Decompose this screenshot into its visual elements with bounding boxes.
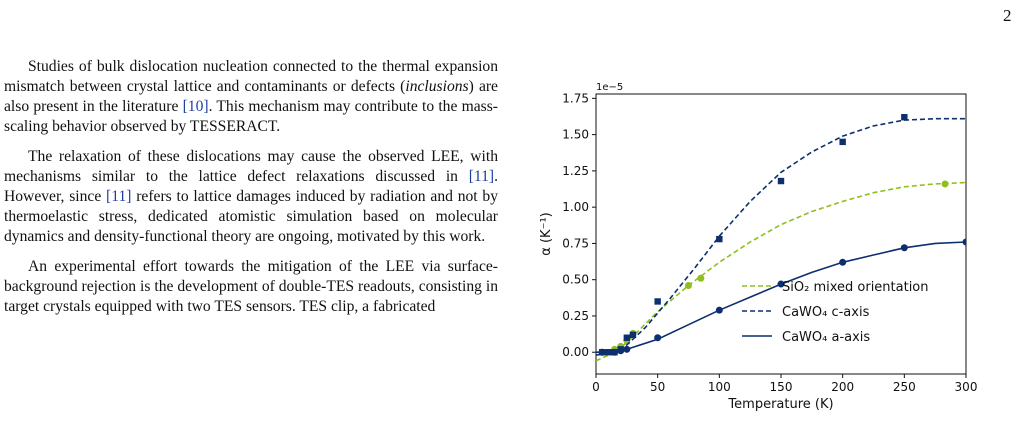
paragraph: An experimental effort towards the mitig… — [4, 257, 498, 317]
legend-label: SiO₂ mixed orientation — [782, 280, 929, 295]
legend-label: CaWO₄ c-axis — [782, 305, 870, 320]
x-tick-label: 100 — [708, 380, 731, 394]
data-point — [777, 280, 785, 288]
text-run: The relaxation of these dislocations may… — [4, 148, 498, 185]
data-point — [697, 274, 705, 282]
series-line — [596, 241, 966, 353]
x-tick-label: 200 — [831, 380, 854, 394]
citation-link[interactable]: [11] — [468, 168, 495, 185]
paragraph: The relaxation of these dislocations may… — [4, 147, 498, 247]
data-point — [598, 348, 606, 356]
data-point — [611, 348, 618, 356]
series-line — [596, 117, 966, 356]
x-axis-label: Temperature (K) — [727, 397, 833, 412]
y-tick-label: 1.75 — [562, 91, 589, 105]
data-point — [629, 331, 637, 339]
text-run: . This mechanism may contribute to the m… — [4, 98, 498, 135]
x-tick-label: 250 — [893, 380, 916, 394]
data-point — [623, 334, 631, 341]
body-text: Studies of bulk dislocation nucleation c… — [4, 57, 498, 327]
x-tick-label: 50 — [650, 380, 665, 394]
data-point — [777, 177, 785, 185]
thermal-expansion-figure: 0 50 100 150 200 250 300 0.00 0.25 0.50 0.75 1.00 1.… — [520, 80, 1020, 420]
data-point — [941, 180, 949, 188]
y-offset-label: 1e−5 — [596, 82, 623, 93]
y-tick-label: 1.25 — [562, 164, 589, 178]
x-tick-label: 300 — [955, 380, 978, 394]
x-tick-label: 150 — [770, 380, 793, 394]
y-tick-label: 0.50 — [562, 273, 589, 287]
data-point — [900, 244, 908, 252]
page-number: 2 — [1003, 6, 1012, 25]
paragraph: Studies of bulk dislocation nucleation c… — [4, 57, 498, 137]
y-tick-label: 1.50 — [562, 128, 589, 142]
data-point — [617, 347, 625, 355]
data-point — [623, 345, 631, 353]
data-point — [901, 114, 908, 121]
data-point — [839, 138, 846, 146]
text-run: ) are also present in the literature — [4, 78, 498, 115]
data-point — [962, 238, 966, 246]
text-run: refers to lattice damages induced by rad… — [4, 188, 498, 245]
x-tick-label: 0 — [592, 380, 600, 394]
emphasis-text: inclusions — [405, 78, 469, 95]
text-run: Studies of bulk dislocation nucleation c… — [4, 58, 498, 95]
data-point — [685, 282, 692, 290]
y-tick-label: 0.25 — [562, 309, 589, 323]
y-tick-label: 0.75 — [562, 236, 589, 250]
data-point — [716, 235, 723, 243]
data-point — [715, 306, 723, 314]
series-2 — [596, 238, 966, 356]
series-1 — [596, 114, 966, 356]
data-point — [839, 258, 847, 266]
y-axis-label: α (K⁻¹) — [539, 212, 554, 255]
series-line — [596, 181, 966, 362]
citation-link[interactable]: [10] — [182, 98, 209, 115]
series-0 — [596, 180, 966, 362]
plot-frame — [595, 93, 967, 375]
text-run: . However, since — [4, 168, 498, 205]
y-tick-label: 1.00 — [562, 200, 589, 214]
data-point — [654, 334, 662, 342]
thermal-expansion-chart: 0 50 100 150 200 250 300 0.00 0.25 0.50 0.75 1.00 1.… — [539, 82, 978, 412]
text-run: An experimental effort towards the mitig… — [4, 258, 498, 315]
y-tick-label: 0.00 — [562, 345, 589, 359]
citation-link[interactable]: [11] — [106, 188, 132, 205]
legend-label: CaWO₄ a-axis — [782, 330, 870, 345]
data-point — [654, 298, 661, 305]
